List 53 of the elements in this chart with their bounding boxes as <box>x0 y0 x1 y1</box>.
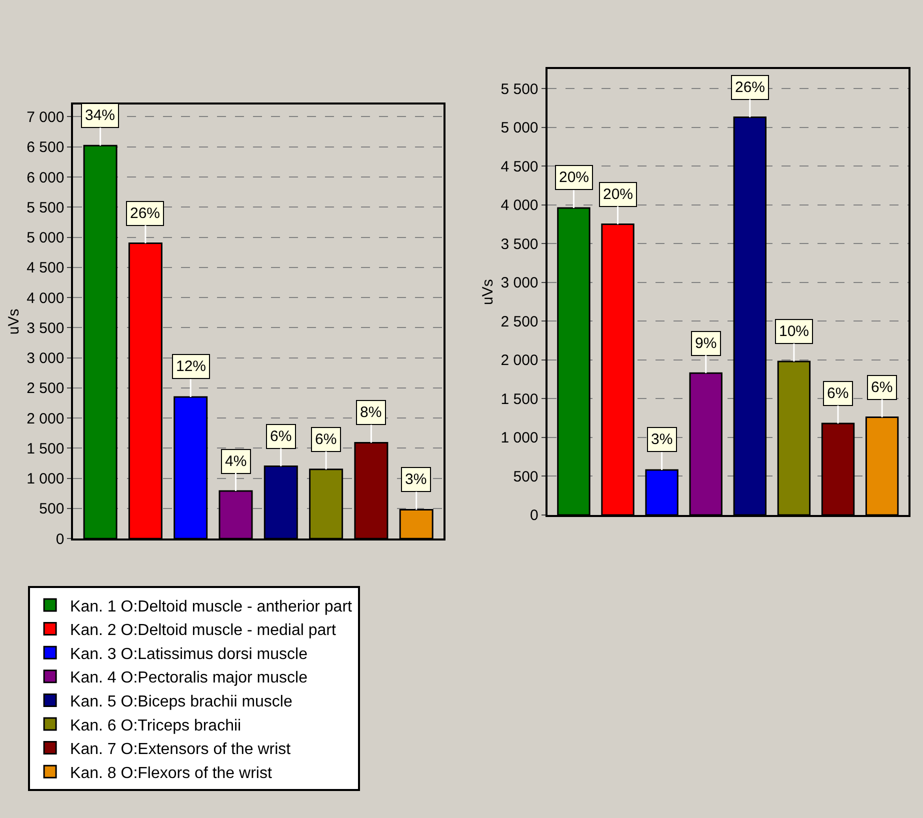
y-tick-label: 1 500 <box>26 440 64 458</box>
legend-label: Kan. 6 O:Triceps brachii <box>70 717 242 734</box>
legend-label: Kan. 8 O:Flexors of the wrist <box>70 764 272 782</box>
annotation: 12% <box>176 358 206 375</box>
y-tick-label: 0 <box>530 507 538 524</box>
annotation: 6% <box>827 385 849 402</box>
y-tick-label: 3 500 <box>500 236 538 253</box>
y-tick-label: 0 <box>56 530 64 548</box>
y-tick-label: 2 000 <box>26 410 64 428</box>
legend-label: Kan. 1 O:Deltoid muscle - antherior part <box>70 598 353 616</box>
y-tick-label: 5 000 <box>500 120 538 137</box>
y-tick-label: 6 500 <box>26 139 64 156</box>
y-tick-label: 1 000 <box>26 470 64 488</box>
annotation: 20% <box>559 169 590 186</box>
y-tick-label: 2 500 <box>26 380 64 398</box>
legend-label: Kan. 4 O:Pectoralis major muscle <box>70 670 308 687</box>
y-tick-label: 3 000 <box>26 350 64 368</box>
y-tick-label: 2 500 <box>500 313 538 330</box>
y-tick-label: 5 500 <box>26 199 64 216</box>
legend-label: Kan. 7 O:Extensors of the wrist <box>70 741 292 758</box>
annotation: 3% <box>405 471 427 488</box>
y-tick-label: 500 <box>39 500 64 518</box>
y-tick-label: 7 000 <box>26 108 64 126</box>
y-tick-label: 6 000 <box>26 169 64 186</box>
y-axis-title: uVs <box>479 279 496 305</box>
legend-label: Kan. 5 O:Biceps brachii muscle <box>70 693 292 710</box>
annotation: 4% <box>225 453 247 470</box>
legend-label: Kan. 3 O:Latissimus dorsi muscle <box>70 646 308 663</box>
annotation: 6% <box>315 431 337 448</box>
annotation: 20% <box>603 186 634 203</box>
y-tick-label: 3 000 <box>500 274 538 292</box>
annotation: 26% <box>735 79 766 96</box>
y-tick-label: 1 000 <box>500 430 538 447</box>
y-tick-label: 2 000 <box>500 352 538 370</box>
annotation: 3% <box>651 431 673 448</box>
y-tick-label: 5 000 <box>26 230 64 247</box>
y-tick-label: 500 <box>513 468 538 486</box>
y-axis-title: uVs <box>5 308 22 335</box>
y-tick-label: 4 000 <box>26 290 64 307</box>
annotation: 10% <box>779 323 810 340</box>
y-tick-label: 1 500 <box>500 390 538 408</box>
y-tick-label: 3 500 <box>26 320 64 337</box>
legend-label: Kan. 2 O:Deltoid muscle - medial part <box>70 622 337 640</box>
y-tick-label: 5 500 <box>500 80 538 98</box>
annotation: 26% <box>130 205 160 222</box>
y-tick-label: 4 000 <box>500 197 538 214</box>
y-tick-label: 4 500 <box>500 158 538 176</box>
annotation: 6% <box>270 428 292 445</box>
annotation: 9% <box>695 335 717 352</box>
annotation: 8% <box>360 404 382 421</box>
annotation: 34% <box>85 107 116 124</box>
y-tick-label: 4 500 <box>26 260 64 277</box>
annotation: 6% <box>871 379 893 396</box>
